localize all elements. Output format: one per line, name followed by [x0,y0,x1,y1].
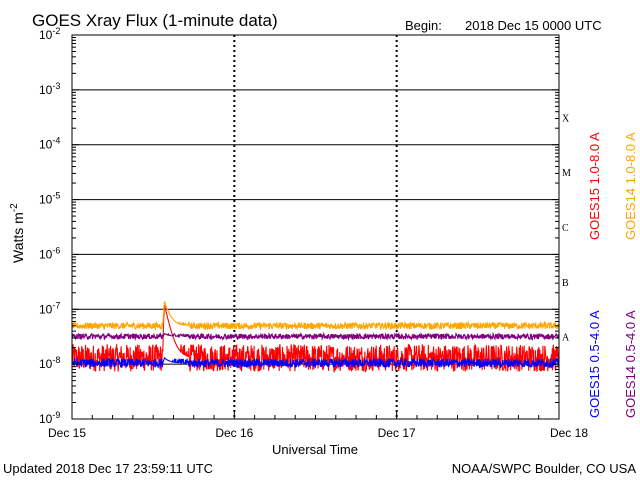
begin-value: 2018 Dec 15 0000 UTC [465,18,602,33]
chart-title: GOES Xray Flux (1-minute data) [32,11,278,30]
y-tick-label: 10-6 [39,245,60,261]
y-tick-label: 10-9 [39,410,60,426]
y-tick-label-exp: -9 [52,410,60,420]
y-tick-label-exp: -2 [52,26,60,36]
y-tick-label-exp: -7 [52,300,60,310]
y-tick-label-exp: -3 [52,81,60,91]
credit-text: NOAA/SWPC Boulder, CO USA [452,461,637,476]
x-axis-ticks: Dec 15 Dec 16 Dec 17 Dec 18 [48,411,588,440]
y-tick-label-exp: -6 [52,245,60,255]
updated-text: Updated 2018 Dec 17 23:59:11 UTC [3,461,213,476]
legend-entry: GOES15 1.0-8.0 A [587,132,602,240]
y-tick-label-base: 10 [39,357,53,371]
series-line [71,331,560,342]
y-tick-label: 10-8 [39,355,60,371]
y-tick-label-base: 10 [39,247,53,261]
y-tick-label-base: 10 [39,83,53,97]
y-tick-label-base: 10 [39,302,53,316]
x-tick-label: Dec 17 [378,426,416,440]
flare-class-A: A [562,333,570,344]
y-tick-label: 10-4 [39,136,60,152]
y-tick-label-base: 10 [39,412,53,426]
y-tick-label-exp: -8 [52,355,60,365]
legend: GOES15 1.0-8.0 A GOES14 1.0-8.0 A GOES15 0… [587,132,638,418]
y-tick-label-base: 10 [39,138,53,152]
y-tick-label-exp: -5 [52,191,60,201]
y-tick-label: 10-3 [39,81,60,97]
series-line [71,301,560,332]
begin-label: Begin: [405,18,442,33]
y-tick-label: 10-5 [39,191,60,207]
y-tick-label-exp: -4 [52,136,60,146]
legend-entry: GOES14 0.5-4.0 A [623,310,638,418]
x-axis-label: Universal Time [272,442,358,457]
y-axis-label-base: Watts m [10,212,26,263]
x-tick-label: Dec 18 [550,426,588,440]
x-tick-label: Dec 16 [215,426,253,440]
series-layer [71,301,560,373]
y-tick-label: 10-2 [39,26,60,42]
series-line [71,356,560,370]
flare-class-X: X [562,113,570,124]
legend-entry: GOES15 0.5-4.0 A [587,310,602,418]
y-axis-label-exp: -2 [9,203,20,212]
y-tick-label: 10-7 [39,300,60,316]
y-tick-label-base: 10 [39,28,53,42]
x-tick-label: Dec 15 [48,426,86,440]
flare-class-labels: X M C B A [562,113,571,343]
y-tick-label-base: 10 [39,193,53,207]
flare-class-B: B [562,278,569,289]
y-axis-label: Watts m-2 [9,203,26,263]
flare-class-M: M [562,168,571,179]
legend-entry: GOES14 1.0-8.0 A [623,132,638,240]
y-axis-ticks: 10-210-310-410-510-610-710-810-9 [39,26,559,426]
flare-class-C: C [562,223,569,234]
